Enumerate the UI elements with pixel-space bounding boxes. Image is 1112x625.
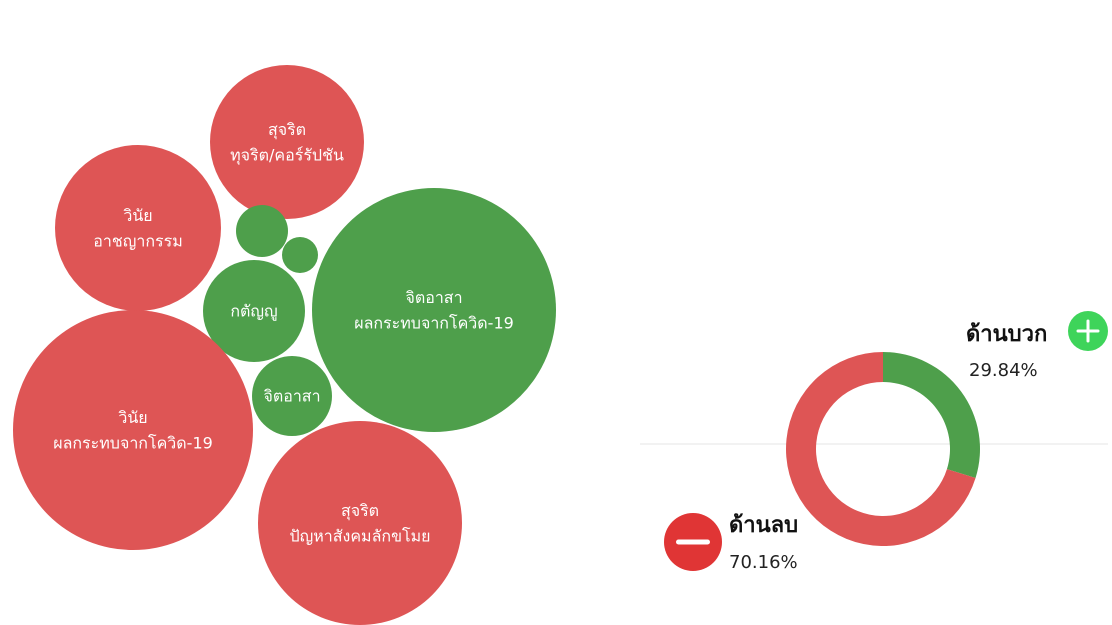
bubble-chart: สุจริตทุจริต/คอร์รัปชันวินัยอาชญากรรมกตั…: [13, 65, 556, 625]
donut-slice-positive[interactable]: [883, 352, 980, 479]
bubble[interactable]: จิตอาสา: [252, 356, 332, 436]
donut-slice-name: ด้านบวก: [966, 322, 1047, 347]
bubble-circle: [55, 145, 221, 311]
bubble-circle: [13, 310, 253, 550]
bubble-circle: [312, 188, 556, 432]
bubble-circle: [252, 356, 332, 436]
bubble-label: ปัญหาสังคมลักขโมย: [289, 526, 430, 545]
bubble-label: ผลกระทบจากโควิด-19: [53, 433, 213, 452]
bubble-circle: [210, 65, 364, 219]
donut-slice-name: ด้านลบ: [729, 513, 798, 538]
minus-icon: [664, 513, 722, 571]
bubble-label: กตัญญู: [230, 302, 277, 322]
bubble-circle: [258, 421, 462, 625]
bubble-label: อาชญากรรม: [93, 231, 183, 250]
bubble-circle: [236, 205, 288, 257]
bubble-label: วินัย: [118, 408, 147, 427]
donut-slice-negative[interactable]: [785, 352, 976, 546]
bubble-label: ทุจริต/คอร์รัปชัน: [230, 145, 344, 165]
bubble-label: สุจริต: [341, 501, 379, 521]
plus-icon: [1068, 311, 1108, 351]
bubble[interactable]: [236, 205, 288, 257]
bubble-label: ผลกระทบจากโควิด-19: [354, 313, 514, 332]
donut-slice-percent: 70.16%: [729, 552, 798, 573]
donut-chart: ด้านบวก 29.84% ด้านลบ 70.16%: [664, 311, 1108, 573]
bubble[interactable]: [282, 237, 318, 273]
donut-slice-percent: 29.84%: [969, 360, 1038, 381]
bubble-label: วินัย: [123, 206, 152, 225]
bubble-circle: [282, 237, 318, 273]
bubble-label: จิตอาสา: [405, 288, 462, 307]
bubble-circle: [203, 260, 305, 362]
bubble[interactable]: กตัญญู: [203, 260, 305, 362]
bubble[interactable]: สุจริตทุจริต/คอร์รัปชัน: [210, 65, 364, 219]
bubble[interactable]: สุจริตปัญหาสังคมลักขโมย: [258, 421, 462, 625]
bubble-label: สุจริต: [268, 120, 306, 140]
bubble-label: จิตอาสา: [263, 387, 320, 406]
